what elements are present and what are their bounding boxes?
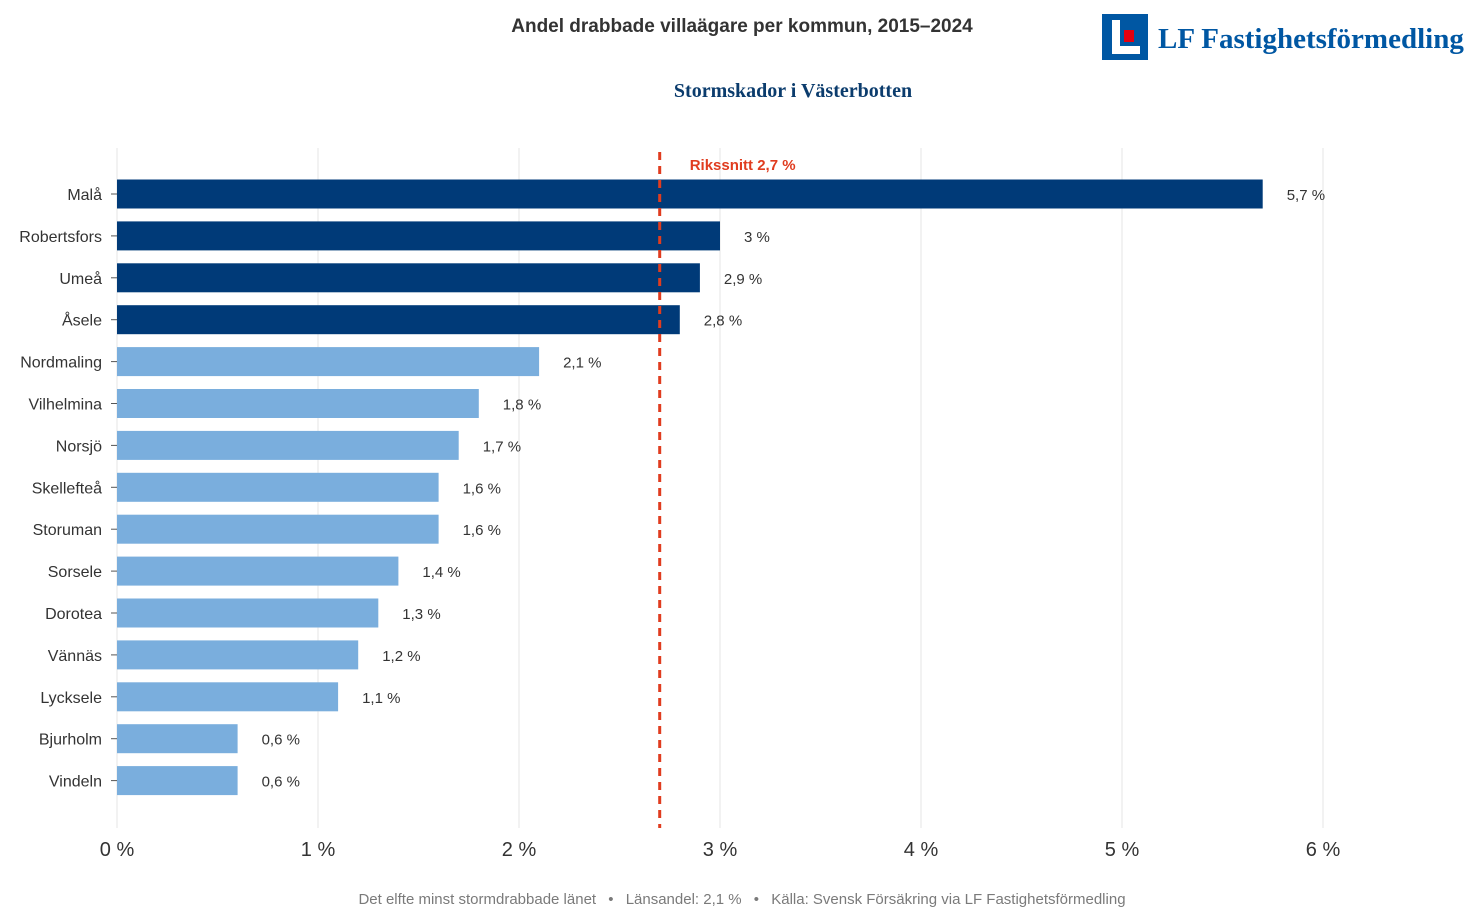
category-label: Malå bbox=[67, 186, 102, 204]
logo-accent-icon bbox=[1124, 30, 1134, 42]
category-labels: Malå Robertsfors Umeå Åsele Nordmaling Vilhel… bbox=[19, 186, 117, 791]
chart-title: Andel drabbade villaägare per kommun, 20… bbox=[511, 16, 973, 37]
chart-subtitle: Stormskador i Västerbotten bbox=[674, 80, 912, 102]
x-tick-label: 6 % bbox=[1306, 839, 1341, 861]
value-label: 5,7 % bbox=[1287, 187, 1325, 204]
category-label: Nordmaling bbox=[20, 355, 102, 372]
reference-line-group: Rikssnitt 2,7 % bbox=[658, 152, 796, 828]
x-tick-label: 0 % bbox=[100, 839, 135, 861]
value-label: 3 % bbox=[744, 229, 770, 246]
x-tick-label: 3 % bbox=[703, 839, 738, 861]
value-label: 2,1 % bbox=[563, 355, 601, 372]
bar bbox=[117, 598, 379, 628]
category-label: Storuman bbox=[33, 522, 102, 539]
category-label: Vilhelmina bbox=[28, 397, 102, 414]
logo-l-icon bbox=[1112, 20, 1140, 54]
value-label: 1,6 % bbox=[463, 522, 501, 539]
x-tick-label: 2 % bbox=[502, 839, 537, 861]
value-label: 0,6 % bbox=[262, 774, 300, 791]
category-label: Bjurholm bbox=[39, 732, 102, 749]
value-label: 1,2 % bbox=[382, 648, 420, 665]
category-label: Norsjö bbox=[56, 438, 102, 455]
value-label: 0,6 % bbox=[262, 732, 300, 749]
category-label: Sorsele bbox=[48, 564, 102, 581]
category-label: Umeå bbox=[59, 270, 102, 288]
value-label: 1,8 % bbox=[503, 397, 541, 414]
bar bbox=[117, 221, 720, 251]
bar bbox=[117, 640, 359, 670]
category-label: Robertsfors bbox=[19, 229, 102, 246]
category-label: Vännäs bbox=[48, 648, 102, 665]
reference-label: Rikssnitt 2,7 % bbox=[690, 157, 796, 174]
bar bbox=[117, 556, 399, 586]
bar bbox=[117, 179, 1263, 209]
value-label: 1,1 % bbox=[362, 690, 400, 707]
brand-name: LF Fastighetsförmedling bbox=[1158, 23, 1464, 55]
bar bbox=[117, 305, 680, 335]
x-axis-ticks: 0 % 1 % 2 % 3 % 4 % 5 % 6 % bbox=[100, 839, 1341, 861]
footer-note: Det elfte minst stormdrabbade länet • Lä… bbox=[358, 891, 1125, 908]
category-label: Lycksele bbox=[40, 690, 102, 707]
bar bbox=[117, 430, 459, 460]
x-tick-label: 5 % bbox=[1105, 839, 1140, 861]
value-label: 1,6 % bbox=[463, 480, 501, 497]
value-label: 2,8 % bbox=[704, 313, 742, 330]
bar bbox=[117, 766, 238, 796]
category-label: Skellefteå bbox=[32, 479, 102, 497]
value-labels: 5,7 % 3 % 2,9 % 2,8 % 2,1 % 1,8 % 1,7 % 1,6 % 1,… bbox=[262, 187, 1325, 791]
bar bbox=[117, 724, 238, 754]
bars bbox=[117, 179, 1263, 796]
footer-item: Det elfte minst stormdrabbade länet bbox=[358, 891, 596, 908]
footer-separator: • bbox=[754, 891, 759, 908]
category-label: Dorotea bbox=[45, 606, 102, 623]
bar bbox=[117, 472, 439, 502]
brand-logo: LF Fastighetsförmedling bbox=[1102, 14, 1464, 60]
bar bbox=[117, 682, 339, 712]
value-label: 1,4 % bbox=[422, 564, 460, 581]
value-label: 1,7 % bbox=[483, 438, 521, 455]
footer-item: Källa: Svensk Försäkring via LF Fastighe… bbox=[771, 891, 1125, 908]
value-label: 2,9 % bbox=[724, 271, 762, 288]
value-label: 1,3 % bbox=[402, 606, 440, 623]
bar bbox=[117, 514, 439, 544]
bar bbox=[117, 389, 479, 418]
x-tick-label: 1 % bbox=[301, 839, 336, 861]
footer-item: Länsandel: 2,1 % bbox=[626, 891, 742, 908]
category-label: Åsele bbox=[62, 311, 102, 330]
category-label: Vindeln bbox=[49, 774, 102, 791]
x-tick-label: 4 % bbox=[904, 839, 939, 861]
footer-separator: • bbox=[608, 891, 613, 908]
bar bbox=[117, 347, 540, 377]
bar bbox=[117, 263, 700, 293]
